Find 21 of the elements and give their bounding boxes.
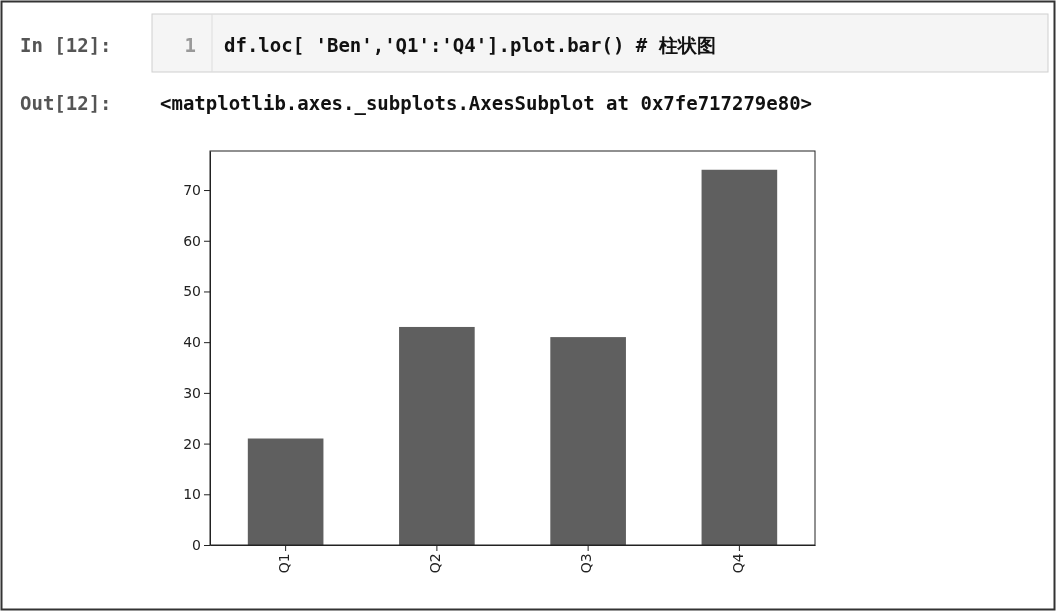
- bar: [550, 337, 626, 545]
- text: In [12]:: [20, 34, 112, 56]
- text: Out[12]:: [20, 92, 112, 114]
- y-tick-label: 70: [183, 182, 201, 199]
- x-tick-label: Q3: [578, 553, 595, 574]
- y-tick-label: 50: [183, 283, 201, 300]
- y-tick-label: 20: [183, 435, 201, 452]
- y-tick-label: 30: [183, 384, 201, 401]
- bar: [399, 326, 475, 545]
- text: df.loc[ 'Ben','Q1':'Q4'].plot.bar() # 柱状图: [224, 34, 716, 56]
- bar: [247, 438, 324, 545]
- text: 1: [184, 34, 196, 56]
- x-tick-label: Q4: [729, 553, 746, 574]
- y-tick-label: 60: [183, 232, 201, 249]
- text: <matplotlib.axes._subplots.AxesSubplot at 0x7fe717279e80>: [160, 92, 813, 115]
- y-tick-label: 10: [183, 486, 201, 503]
- bar: [701, 169, 778, 545]
- x-tick-label: Q2: [427, 553, 444, 574]
- y-tick-label: 0: [192, 536, 201, 553]
- y-tick-label: 40: [183, 334, 201, 351]
- x-tick-label: Q1: [275, 553, 292, 574]
